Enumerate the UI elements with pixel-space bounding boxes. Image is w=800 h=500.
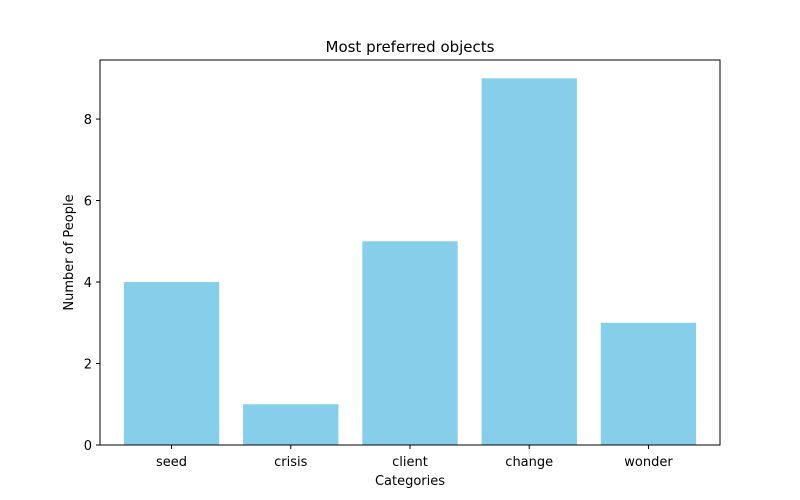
- y-tick-label-0: 0: [84, 439, 92, 454]
- bar-crisis: [243, 404, 339, 445]
- bar-change: [481, 78, 577, 445]
- bar-seed: [123, 282, 220, 445]
- y-tick-label-8: 8: [84, 113, 92, 128]
- x-axis-label: Categories: [375, 474, 445, 489]
- x-tick-label-crisis: crisis: [274, 455, 307, 470]
- bars-group: [123, 78, 697, 445]
- x-tick-label-client: client: [392, 455, 428, 470]
- x-tick-label-seed: seed: [156, 455, 187, 470]
- plot-frame: [99, 59, 721, 446]
- y-axis-label: Number of People: [62, 194, 77, 310]
- x-tick-label-wonder: wonder: [624, 455, 673, 470]
- bar-wonder: [600, 322, 697, 445]
- y-tick-label-6: 6: [84, 195, 92, 210]
- y-tick-label-2: 2: [84, 358, 92, 373]
- y-axis-ticks: 0 2 4 6 8: [84, 113, 100, 454]
- x-tick-label-change: change: [505, 455, 553, 470]
- chart-title: Most preferred objects: [326, 38, 495, 56]
- x-axis-ticks: seed crisis client change wonder: [156, 445, 673, 470]
- y-tick-label-4: 4: [84, 276, 92, 291]
- bar-client: [362, 241, 458, 445]
